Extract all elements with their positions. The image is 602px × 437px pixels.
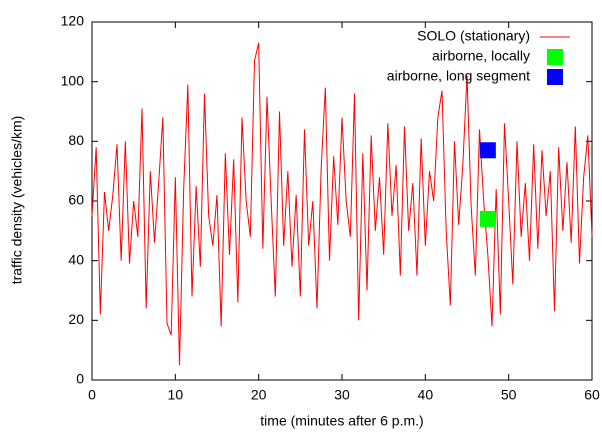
legend-swatch — [547, 69, 563, 85]
x-tick-label: 10 — [168, 387, 184, 403]
legend-label: SOLO (stationary) — [417, 28, 530, 44]
point — [479, 142, 496, 159]
x-tick-label: 60 — [584, 387, 600, 403]
legend-label: airborne, long segment — [387, 68, 530, 84]
line-series — [91, 42, 593, 366]
legend-label: airborne, locally — [432, 48, 530, 64]
y-tick-label: 120 — [61, 13, 85, 29]
point — [479, 210, 496, 227]
x-tick-label: 20 — [251, 387, 267, 403]
x-tick-label: 40 — [418, 387, 434, 403]
x-tick-label: 0 — [88, 387, 96, 403]
y-tick-label: 100 — [61, 72, 85, 88]
y-tick-label: 0 — [76, 371, 84, 387]
y-tick-label: 40 — [68, 251, 84, 267]
y-tick-label: 80 — [68, 132, 84, 148]
x-axis-label: time (minutes after 6 p.m.) — [260, 413, 423, 429]
x-tick-label: 50 — [501, 387, 517, 403]
y-axis-label: traffic density (vehicles/km) — [9, 116, 25, 285]
x-tick-label: 30 — [334, 387, 350, 403]
y-tick-label: 20 — [68, 311, 84, 327]
legend-swatch — [547, 49, 563, 65]
y-tick-label: 60 — [68, 192, 84, 208]
